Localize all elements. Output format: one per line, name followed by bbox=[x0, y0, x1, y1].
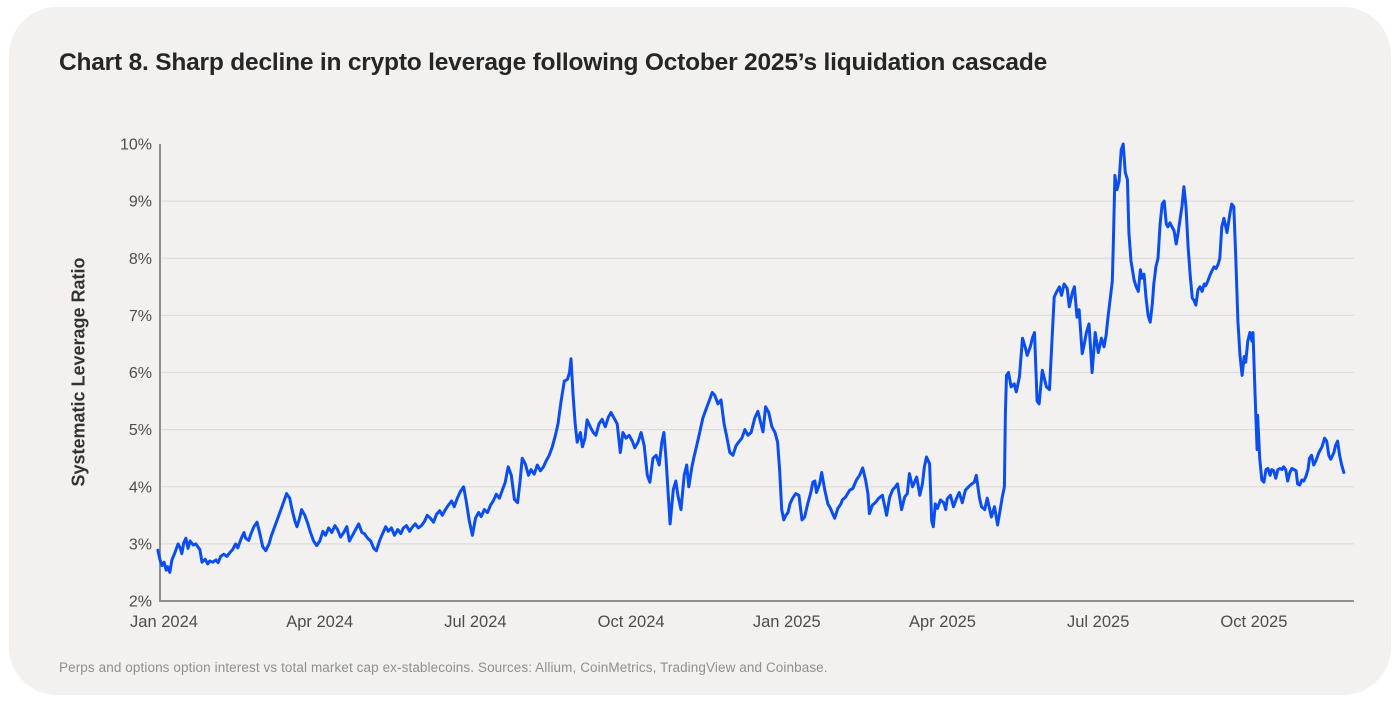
chart-footnote: Perps and options option interest vs tot… bbox=[59, 660, 828, 675]
x-tick-label-jan-2024: Jan 2024 bbox=[130, 613, 198, 631]
y-tick-label-6: 6% bbox=[129, 365, 152, 382]
chart-card: Chart 8. Sharp decline in crypto leverag… bbox=[9, 7, 1391, 695]
y-tick-label-10: 10% bbox=[120, 137, 152, 154]
y-tick-label-3: 3% bbox=[129, 536, 152, 553]
y-tick-label-7: 7% bbox=[129, 308, 152, 325]
y-tick-label-8: 8% bbox=[129, 251, 152, 268]
x-tick-label-apr-2025: Apr 2025 bbox=[909, 613, 976, 631]
y-tick-label-9: 9% bbox=[129, 194, 152, 211]
x-tick-label-jan-2025: Jan 2025 bbox=[753, 613, 821, 631]
y-tick-label-2: 2% bbox=[129, 594, 152, 611]
x-tick-label-jul-2024: Jul 2024 bbox=[444, 613, 506, 631]
series-line-systematic-leverage-ratio bbox=[156, 142, 1346, 574]
x-tick-label-apr-2024: Apr 2024 bbox=[286, 613, 353, 631]
chart-title: Chart 8. Sharp decline in crypto leverag… bbox=[59, 49, 1048, 76]
x-tick-label-jul-2025: Jul 2025 bbox=[1067, 613, 1129, 631]
leverage-line-chart: 2% 3% 4% 5% 6% 7% 8% 9% 10% Jan 2024 Apr 2024 Jul 2… bbox=[120, 137, 1354, 631]
y-tick-label-5: 5% bbox=[129, 422, 152, 439]
x-tick-label-oct-2025: Oct 2025 bbox=[1220, 613, 1287, 631]
x-tick-label-oct-2024: Oct 2024 bbox=[598, 613, 665, 631]
y-tick-label-4: 4% bbox=[129, 479, 152, 496]
